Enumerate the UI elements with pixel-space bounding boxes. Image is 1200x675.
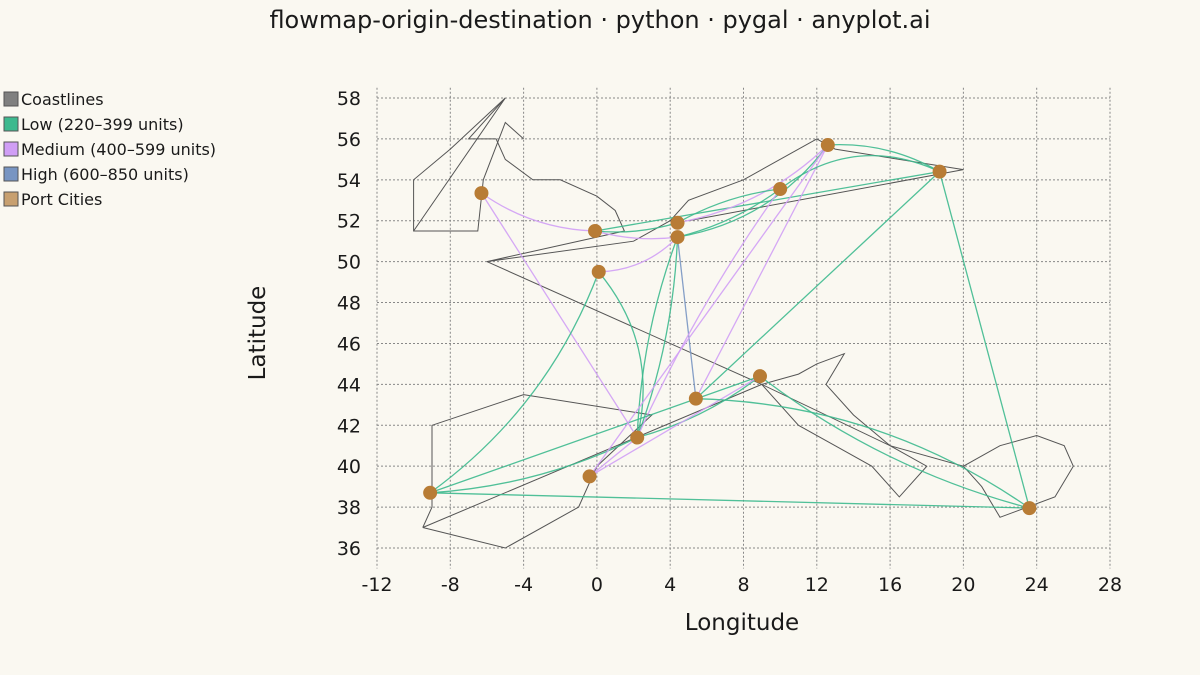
flow-line-low-10 [677,188,781,238]
port-cities [423,138,1037,516]
y-tick-label-4: 44 [337,374,361,396]
legend-swatch-1 [3,116,19,132]
x-tick-label-0: -12 [361,574,392,596]
legend-label-0: Coastlines [21,90,104,109]
x-tick-label-2: -4 [514,574,533,596]
flow-line-low-18 [938,171,1031,509]
flow-line-low-17 [779,154,940,190]
y-tick-label-3: 42 [337,415,361,437]
legend-swatch-3 [3,166,19,182]
flow-line-low-16 [827,144,940,173]
flow-lines [429,144,1031,509]
x-tick-label-1: -8 [441,574,460,596]
flow-line-medium-3 [594,230,678,240]
port-city-point-1 [588,223,603,238]
x-tick-label-10: 28 [1098,574,1122,596]
y-tick-label-6: 48 [337,293,361,315]
y-tick-label-1: 38 [337,497,361,519]
legend-label-1: Low (220–399 units) [21,115,184,134]
legend-label-4: Port Cities [21,190,102,209]
flow-line-medium-15 [695,144,829,399]
flow-line-low-19 [695,171,941,400]
x-tick-label-4: 4 [664,574,676,596]
flow-line-low-11 [636,236,679,438]
flow-line-medium-1 [480,192,638,438]
y-tick-label-2: 40 [337,456,361,478]
y-tick-label-8: 52 [337,211,361,233]
flow-line-low-9 [677,144,829,238]
flow-line-low-8 [677,188,781,224]
flow-line-low-20 [637,375,761,439]
x-tick-label-9: 24 [1025,574,1049,596]
port-city-point-8 [752,369,767,384]
flow-line-low-2 [595,222,678,233]
port-city-point-12 [423,485,438,500]
port-city-point-9 [688,391,703,406]
legend: Coastlines Low (220–399 units) Medium (400… [3,90,216,209]
x-tick-label-7: 16 [878,574,902,596]
y-tick-label-9: 54 [337,170,361,192]
flow-line-medium-7 [677,144,829,224]
flow-line-low-24 [695,398,1030,509]
flow-line-low-26 [430,492,1030,509]
flow-line-low-22 [429,375,761,494]
port-city-point-4 [670,230,685,245]
x-tick-label-6: 12 [805,574,829,596]
flow-line-medium-14 [636,188,781,438]
coastline-3 [422,352,928,528]
y-tick-label-10: 56 [337,129,361,151]
flow-line-medium-5 [598,236,678,273]
flow-line-low-27 [430,436,638,494]
port-city-point-7 [932,164,947,179]
coastline-0 [413,97,524,232]
y-axis-title: Latitude [245,286,271,381]
flow-line-low-25 [429,271,600,494]
flow-line-medium-0 [481,192,596,232]
legend-swatch-4 [3,191,19,207]
port-city-point-10 [630,430,645,445]
x-tick-label-3: 0 [591,574,603,596]
flow-line-medium-21 [589,375,761,477]
legend-swatch-2 [3,141,19,157]
legend-label-2: Medium (400–599 units) [21,140,216,159]
x-tick-label-8: 20 [951,574,975,596]
port-city-point-11 [582,469,597,484]
x-tick-label-5: 8 [737,574,749,596]
port-city-point-3 [670,215,685,230]
coastline-2 [486,261,1074,518]
port-city-point-13 [1022,501,1037,516]
legend-swatch-0 [3,91,19,107]
port-city-point-2 [591,264,606,279]
port-city-point-0 [474,186,489,201]
flow-line-low-4 [594,170,940,232]
y-tick-label-5: 46 [337,333,361,355]
legend-label-3: High (600–850 units) [21,165,189,184]
port-city-point-5 [773,182,788,197]
grid [376,87,1111,569]
y-tick-label-11: 58 [337,88,361,110]
x-axis-title: Longitude [685,610,799,636]
port-city-point-6 [820,138,835,153]
flow-line-medium-29 [589,144,829,477]
flow-line-low-23 [759,375,1030,509]
chart-title: flowmap-origin-destination · python · py… [269,6,930,34]
flow-line-low-13 [636,237,679,438]
flow-line-high-12 [676,237,697,399]
tick-labels: -12 -8 -4 0 4 8 12 16 20 24 2836384042444648505254… [337,88,1122,596]
y-tick-label-0: 36 [337,538,361,560]
flow-line-low-6 [598,271,644,438]
y-tick-label-7: 50 [337,252,361,274]
